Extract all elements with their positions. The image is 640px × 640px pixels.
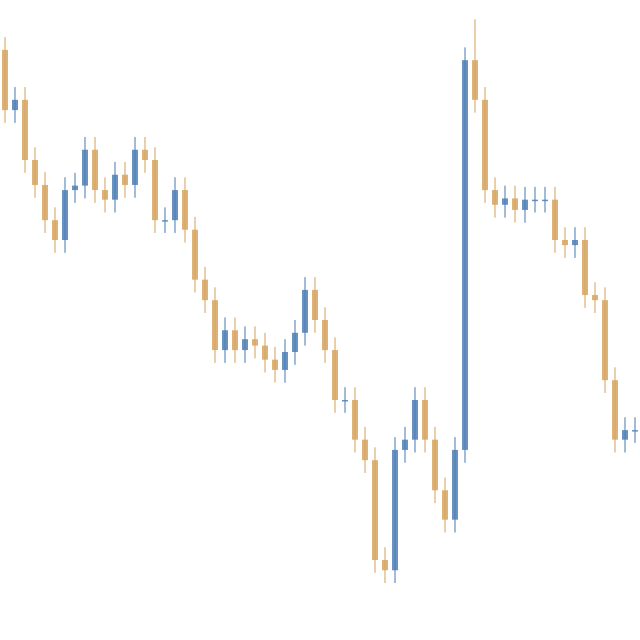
candle-body xyxy=(22,99,28,160)
candle-body xyxy=(322,320,328,351)
candle-body xyxy=(92,149,98,191)
candle-body xyxy=(592,295,598,301)
candle-body xyxy=(252,339,258,346)
candle-body xyxy=(62,190,68,240)
candle-body xyxy=(222,330,228,351)
candle-body xyxy=(282,352,288,370)
candle-body xyxy=(632,430,638,432)
candle-body xyxy=(412,400,418,440)
candle-body xyxy=(192,229,198,280)
candle-body xyxy=(622,430,628,440)
candle-body xyxy=(402,439,408,450)
candle-body xyxy=(152,160,158,221)
candle-body xyxy=(462,60,468,450)
candle-body xyxy=(12,99,18,111)
candle-body xyxy=(542,199,548,202)
candle-body xyxy=(302,289,308,333)
candle-body xyxy=(442,490,448,520)
candle-body xyxy=(312,289,318,320)
candle-body xyxy=(492,190,498,205)
candle-body xyxy=(52,220,58,240)
candle-body xyxy=(232,330,238,351)
candle-body xyxy=(522,199,528,210)
candle-body xyxy=(2,49,8,111)
candle-body xyxy=(332,350,338,400)
candle-body xyxy=(202,279,208,301)
candle-body xyxy=(342,400,348,402)
candle-body xyxy=(242,339,248,351)
candle-body xyxy=(132,149,138,185)
candle-body xyxy=(352,400,358,440)
candle-body xyxy=(392,449,398,571)
candle-body xyxy=(162,220,168,222)
candle-body xyxy=(432,439,438,491)
candle-body xyxy=(32,160,38,185)
candle-body xyxy=(262,345,268,360)
candle-body xyxy=(72,185,78,191)
candle-body xyxy=(502,198,508,205)
candle-body xyxy=(552,199,558,240)
candle-body xyxy=(102,190,108,200)
candle-body xyxy=(272,359,278,370)
candle-body xyxy=(452,449,458,520)
candle-body xyxy=(292,332,298,352)
candle-body xyxy=(562,240,568,246)
candle-body xyxy=(362,439,368,461)
candle-body xyxy=(582,240,588,296)
candle-body xyxy=(482,99,488,191)
candle-body xyxy=(42,184,48,221)
candle-body xyxy=(142,149,148,160)
candle-body xyxy=(472,60,478,100)
candle-body xyxy=(212,300,218,351)
candle-body xyxy=(602,300,608,381)
candle-body xyxy=(112,174,118,200)
candle-body xyxy=(512,198,518,210)
candle-body xyxy=(532,199,538,202)
candle-body xyxy=(612,380,618,440)
candle-body xyxy=(182,190,188,230)
candle-body xyxy=(172,190,178,221)
candle-body xyxy=(122,174,128,185)
candle-body xyxy=(372,460,378,560)
candle-body xyxy=(82,149,88,186)
candle-body xyxy=(382,560,388,571)
candle-body xyxy=(422,400,428,440)
candle-body xyxy=(572,240,578,246)
